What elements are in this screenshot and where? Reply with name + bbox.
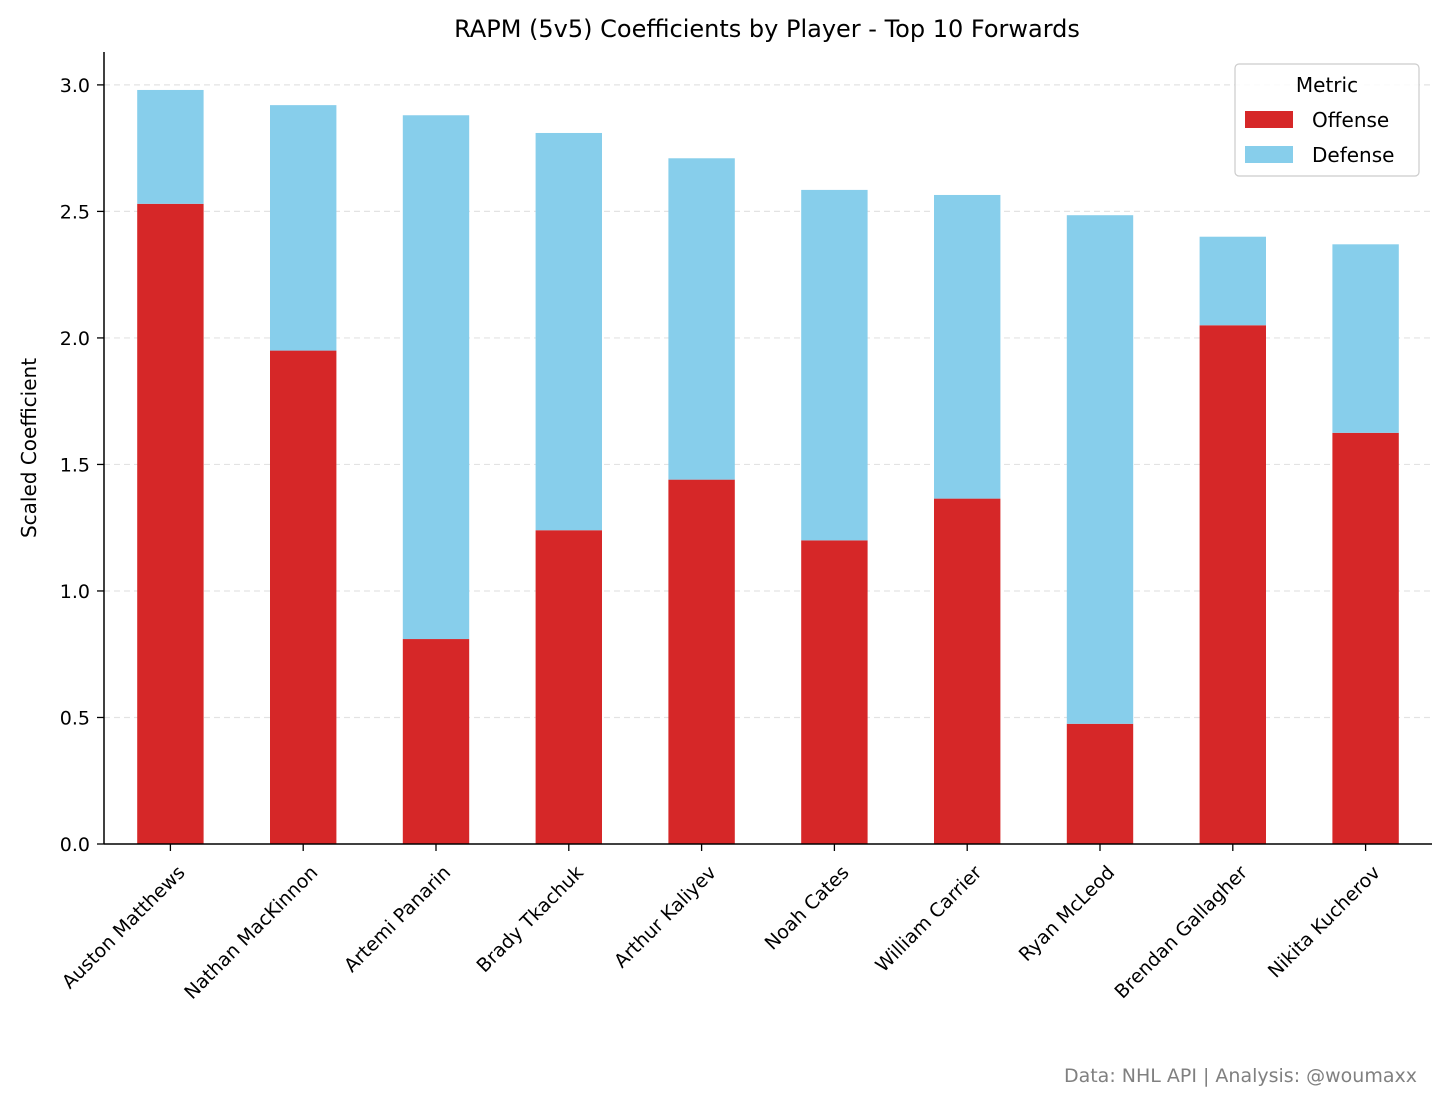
- bar-offense-nathan-mackinnon: [270, 350, 337, 844]
- legend-label-offense: Offense: [1312, 108, 1389, 132]
- bar-defense-artemi-panarin: [402, 115, 470, 640]
- y-tick-label: 1.0: [60, 581, 90, 603]
- x-tick-label: Artemi Panarin: [340, 862, 455, 977]
- bar-defense-brady-tkachuk: [535, 132, 602, 531]
- x-tick-label: Arthur Kaliyev: [610, 862, 721, 973]
- bar-defense-auston-matthews: [137, 89, 204, 204]
- bar-defense-noah-cates: [801, 189, 868, 541]
- bars: [137, 89, 1399, 844]
- bar-offense-william-carrier: [934, 498, 1001, 844]
- x-tick-label: William Carrier: [871, 861, 986, 976]
- bar-offense-artemi-panarin: [402, 639, 470, 844]
- credit-text: Data: NHL API | Analysis: @woumaxx: [1064, 1065, 1417, 1087]
- x-tick-label: Nathan MacKinnon: [180, 862, 322, 1004]
- legend-swatch-defense: [1245, 146, 1293, 163]
- bar-defense-arthur-kaliyev: [668, 158, 735, 480]
- legend-label-defense: Defense: [1312, 143, 1394, 167]
- bar-offense-brady-tkachuk: [535, 530, 602, 844]
- legend-swatch-offense: [1245, 111, 1293, 128]
- y-tick-label: 0.0: [60, 834, 90, 856]
- legend-title: Metric: [1296, 73, 1358, 97]
- bar-defense-brendan-gallagher: [1199, 236, 1266, 326]
- y-tick-label: 2.5: [60, 201, 90, 223]
- y-tick-label: 0.5: [60, 707, 90, 729]
- x-tick-label: Brendan Gallagher: [1110, 861, 1252, 1003]
- bar-offense-noah-cates: [801, 540, 868, 844]
- y-axis-label: Scaled Coefficient: [17, 358, 41, 538]
- legend: Metric Offense Defense: [1234, 63, 1420, 177]
- chart-title: RAPM (5v5) Coefficients by Player - Top …: [454, 15, 1080, 43]
- bar-offense-auston-matthews: [137, 203, 204, 844]
- y-tick-label: 2.0: [60, 328, 90, 350]
- x-tick-label: Nikita Kucherov: [1264, 862, 1385, 983]
- x-tick-label: Auston Matthews: [58, 862, 190, 994]
- y-tick-label: 3.0: [60, 75, 90, 97]
- bar-defense-ryan-mcleod: [1066, 215, 1134, 724]
- y-ticks: 0.0 0.5 1.0 1.5 2.0 2.5 3.0: [60, 75, 104, 856]
- bar-offense-nikita-kucherov: [1332, 432, 1399, 844]
- bar-offense-brendan-gallagher: [1199, 325, 1266, 844]
- x-tick-label: Ryan McLeod: [1015, 862, 1119, 966]
- bar-defense-william-carrier: [934, 194, 1001, 499]
- y-tick-label: 1.5: [60, 454, 90, 476]
- x-tick-label: Noah Cates: [761, 862, 854, 955]
- bar-defense-nathan-mackinnon: [270, 105, 337, 351]
- bar-offense-arthur-kaliyev: [668, 479, 735, 844]
- bar-offense-ryan-mcleod: [1066, 723, 1134, 844]
- bar-defense-nikita-kucherov: [1332, 244, 1399, 433]
- x-tick-label: Brady Tkachuk: [472, 862, 587, 977]
